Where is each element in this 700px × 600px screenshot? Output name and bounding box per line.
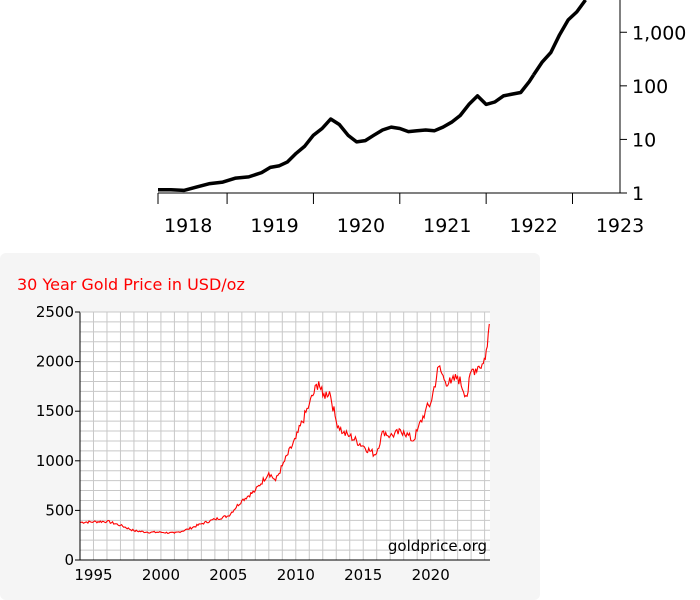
- series-line: [158, 73, 536, 193]
- x-tick-label: 2010: [277, 566, 315, 584]
- y-tick-label: 1: [632, 183, 644, 205]
- x-tick-label: 2005: [209, 566, 247, 584]
- y-tick-label: 0: [64, 551, 74, 569]
- y-axis: [619, 0, 627, 194]
- series-line: [532, 0, 587, 76]
- x-tick-labels: 1918 1919 1920 1921 1922 1923: [164, 215, 644, 237]
- y-tick-label: 1,000: [632, 22, 686, 44]
- y-tick-label: 2500: [36, 303, 74, 321]
- series-lines: [158, 0, 587, 193]
- x-tick-label: 1918: [164, 215, 212, 237]
- x-tick-label: 1919: [250, 215, 298, 237]
- x-tick-label: 1920: [337, 215, 385, 237]
- x-tick-label: 1921: [423, 215, 471, 237]
- x-tick-label: 2015: [344, 566, 382, 584]
- chart-title: 30 Year Gold Price in USD/oz: [17, 275, 245, 294]
- hyperinflation-log-chart: 1918 1919 1920 1921 1922 1923 1 10 100 1,000: [157, 0, 686, 237]
- y-tick-label: 100: [632, 76, 668, 98]
- y-tick-labels: 0 500 1000 1500 2000 2500: [36, 303, 74, 569]
- x-tick-label: 2020: [412, 566, 450, 584]
- x-tick-label: 2000: [142, 566, 180, 584]
- y-tick-label: 1000: [36, 452, 74, 470]
- y-tick-label: 1500: [36, 402, 74, 420]
- y-tick-label: 500: [45, 501, 74, 519]
- x-tick-label: 1995: [74, 566, 112, 584]
- x-tick-labels: 1995 2000 2005 2010 2015 2020: [74, 566, 449, 584]
- x-tick-label: 1922: [509, 215, 557, 237]
- x-axis: [157, 192, 620, 204]
- x-tick-label: 1923: [596, 215, 644, 237]
- y-tick-label: 10: [632, 129, 656, 151]
- series-line: [80, 323, 490, 534]
- plot-area: [80, 312, 490, 560]
- y-tick-labels: 1 10 100 1,000: [632, 22, 686, 205]
- gold-price-chart-card: 30 Year Gold Price in USD/oz 0 500 1000 150…: [0, 253, 540, 600]
- gold-price-chart: 30 Year Gold Price in USD/oz 0 500 1000 150…: [17, 275, 490, 584]
- axes: [75, 311, 490, 561]
- gold-price-line: [80, 323, 490, 534]
- y-tick-label: 2000: [36, 353, 74, 371]
- source-credit: goldprice.org: [388, 537, 487, 555]
